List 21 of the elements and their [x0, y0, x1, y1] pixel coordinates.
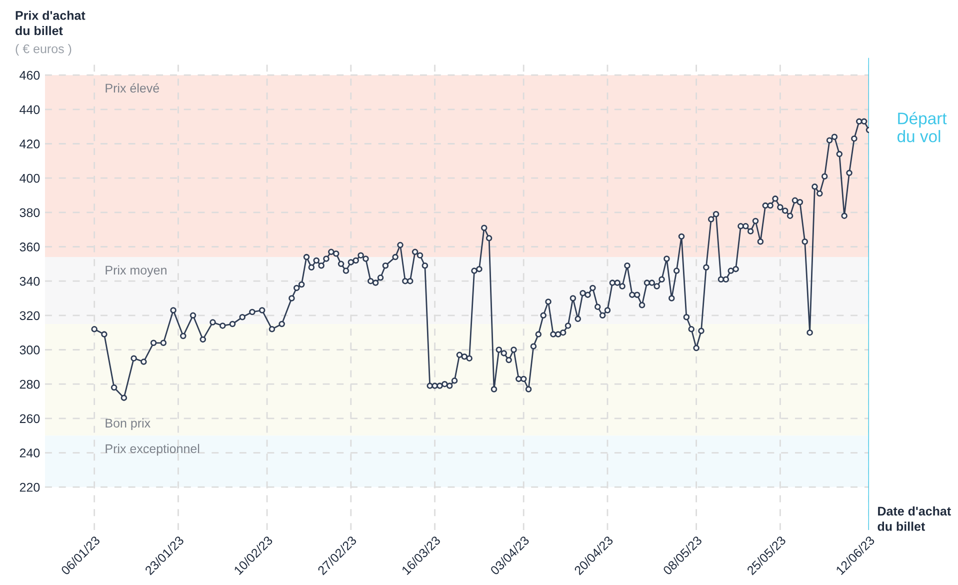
y-tick-label: 380 [20, 208, 40, 218]
text: ( € euros ) [16, 44, 72, 56]
y-tick-label: 220 [20, 482, 40, 492]
ref-line-label: Départ du vol [897, 112, 947, 142]
band-label: Prix élevé [106, 83, 160, 93]
y-tick-label: 260 [20, 414, 40, 424]
y-tick-label: 460 [20, 70, 40, 80]
y-tick-label: 360 [20, 242, 40, 252]
band-label: Prix moyen [106, 265, 166, 278]
y-tick-label: 240 [20, 448, 40, 458]
y-axis-title: Prix d'achat du billet [16, 10, 86, 36]
y-tick-label: 420 [20, 140, 40, 148]
x-axis-title: Date d'achat du billet [878, 506, 951, 531]
band-label: Bon prix [106, 418, 150, 430]
band-label: Prix exceptionnel [106, 444, 200, 456]
y-tick-label: 340 [20, 276, 40, 286]
y-tick-label: 400 [20, 174, 40, 183]
y-tick-label: 300 [20, 346, 40, 354]
y-tick-label: 440 [20, 105, 40, 114]
y-tick-label: 320 [20, 311, 40, 320]
y-tick-label: 280 [20, 380, 40, 389]
